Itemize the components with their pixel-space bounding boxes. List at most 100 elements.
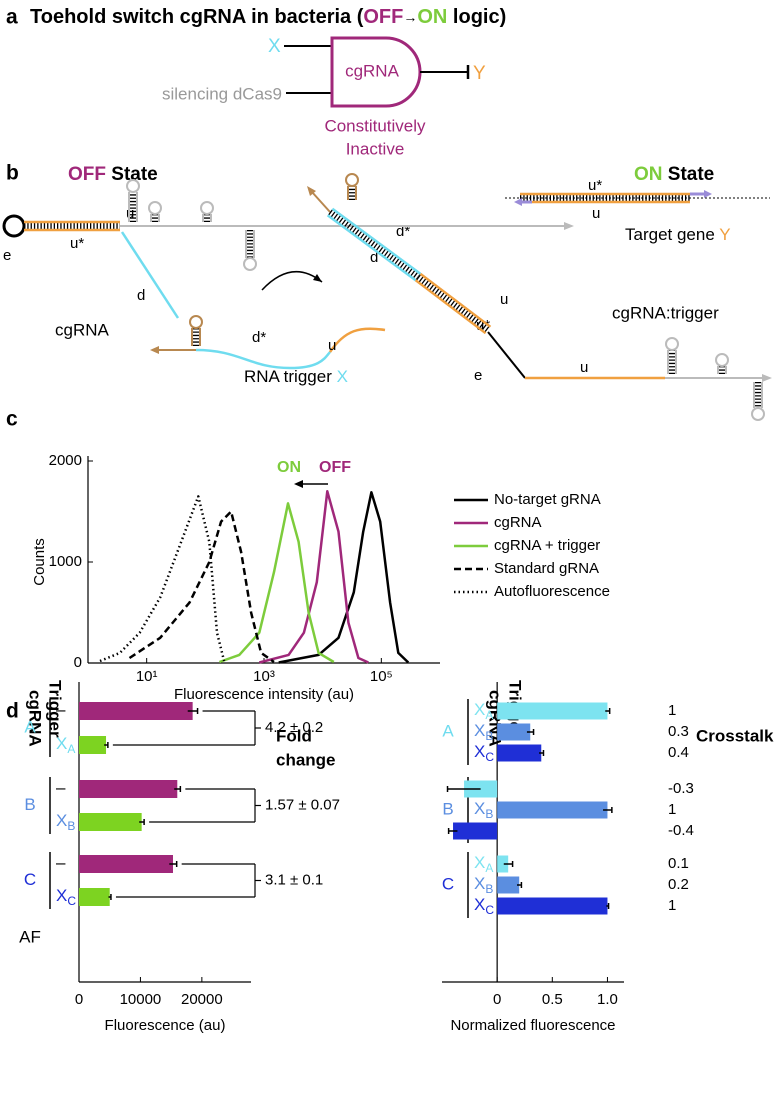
- domain-label: u: [580, 359, 588, 376]
- molecule-label: RNA trigger X: [244, 367, 348, 386]
- trigger-label: XB: [56, 811, 75, 833]
- value-label: 0.3: [668, 723, 689, 740]
- trigger-sub: C: [485, 903, 494, 917]
- state-title: OFF State: [68, 164, 158, 185]
- title-part: OFF: [363, 6, 403, 28]
- title-part: Toehold switch cgRNA in bacteria (: [30, 6, 364, 28]
- domain-label: u: [126, 205, 134, 222]
- annotation: OFF: [319, 459, 351, 476]
- hairpin-loop: [126, 179, 140, 193]
- hairpin-loop: [345, 173, 359, 187]
- bar: [497, 876, 520, 894]
- strand: [120, 231, 180, 319]
- trigger-sub: B: [485, 882, 493, 896]
- state-word: OFF: [68, 164, 106, 185]
- x-tick-label: 0: [493, 991, 501, 1008]
- panel-label: c: [6, 408, 18, 431]
- domain-label: u: [328, 337, 336, 354]
- trigger-text: –: [56, 853, 66, 872]
- group-label: A: [442, 721, 454, 740]
- trigger-text: X: [474, 853, 485, 872]
- gate-label: cgRNA: [345, 61, 400, 80]
- trigger-text: –: [56, 700, 66, 719]
- x-axis-label: Fluorescence (au): [105, 1017, 226, 1034]
- annotation: ON: [277, 459, 301, 476]
- group-label: AF: [19, 927, 41, 946]
- fold-change: 1.57 ± 0.07: [265, 796, 340, 813]
- trigger-text: X: [474, 721, 485, 740]
- y-axis-label: Counts: [31, 538, 48, 586]
- trigger-text: X: [56, 734, 67, 753]
- value-label: 1: [668, 702, 676, 719]
- trigger-text: X: [474, 874, 485, 893]
- trigger-label: XC: [56, 886, 76, 908]
- panel-title: Toehold switch cgRNA in bacteria (OFF→ON…: [30, 6, 506, 28]
- group-label: B: [442, 799, 453, 818]
- trigger-label: –: [56, 778, 66, 797]
- trigger-sub: B: [485, 729, 493, 743]
- bar: [497, 723, 531, 741]
- gate-caption: Constitutively: [324, 116, 426, 135]
- state-word: State: [111, 164, 157, 185]
- value-label: 1: [668, 897, 676, 914]
- x-tick-label: 10⁵: [370, 668, 393, 685]
- y-tick-label: 0: [74, 654, 82, 671]
- arrow-head: [307, 186, 316, 196]
- x-tick-label: 0.5: [542, 991, 563, 1008]
- title-part: logic): [447, 6, 506, 28]
- state-word: State: [668, 164, 714, 185]
- bar: [497, 855, 509, 873]
- value-label: 0.4: [668, 744, 689, 761]
- group-label: B: [24, 795, 35, 814]
- column-title: Crosstalk: [696, 726, 774, 745]
- trigger-label: –: [56, 700, 66, 719]
- x-axis-label: Fluorescence intensity (au): [174, 686, 354, 703]
- hairpin-loop: [189, 315, 203, 329]
- group-label: A: [24, 717, 36, 736]
- panel-label: d: [6, 700, 19, 723]
- strand: [487, 331, 526, 379]
- strand: [419, 272, 492, 328]
- base-pairs: [415, 274, 491, 333]
- strand: [328, 327, 386, 353]
- gate-input: silencing dCas9: [162, 84, 282, 103]
- histogram-line: [218, 502, 335, 664]
- fold-change: 4.2 ± 0.2: [265, 719, 323, 736]
- trigger-sub: C: [485, 750, 494, 764]
- trigger-label: XC: [474, 895, 494, 917]
- base-pairs: [327, 209, 421, 280]
- trigger-text: X: [474, 895, 485, 914]
- state-word: ON: [634, 164, 663, 185]
- title-part: →: [403, 9, 417, 25]
- header: cgRNA: [26, 690, 45, 747]
- loop: [2, 214, 26, 238]
- trigger-label: XA: [56, 734, 75, 756]
- panel-label: b: [6, 162, 19, 185]
- bar: [497, 702, 608, 720]
- x-tick-label: 1.0: [597, 991, 618, 1008]
- label-part: Y: [719, 225, 730, 244]
- legend-label: Autofluorescence: [494, 583, 610, 600]
- trigger-label: XC: [474, 742, 494, 764]
- hairpin-loop: [243, 257, 257, 271]
- hairpin-loop: [200, 201, 214, 215]
- logic-gate: X silencing dCas9 cgRNA Y Constitutively…: [162, 36, 486, 158]
- y-tick-label: 2000: [49, 452, 82, 469]
- trigger-text: X: [474, 799, 485, 818]
- arrow-head: [313, 274, 322, 282]
- bar: [79, 888, 110, 906]
- trigger-text: X: [474, 700, 485, 719]
- molecule-label: cgRNA:trigger: [612, 303, 719, 322]
- strand: [331, 207, 422, 275]
- x-tick-label: 10¹: [136, 668, 158, 685]
- arrow-head: [294, 480, 303, 488]
- bar: [464, 780, 498, 798]
- domain-label: e: [3, 247, 11, 264]
- bar: [497, 744, 542, 762]
- x-tick-label: 10000: [120, 991, 162, 1008]
- x-tick-label: 20000: [181, 991, 223, 1008]
- value-label: 0.2: [668, 876, 689, 893]
- panel-label: a: [6, 6, 18, 29]
- domain-label: d*: [396, 223, 410, 240]
